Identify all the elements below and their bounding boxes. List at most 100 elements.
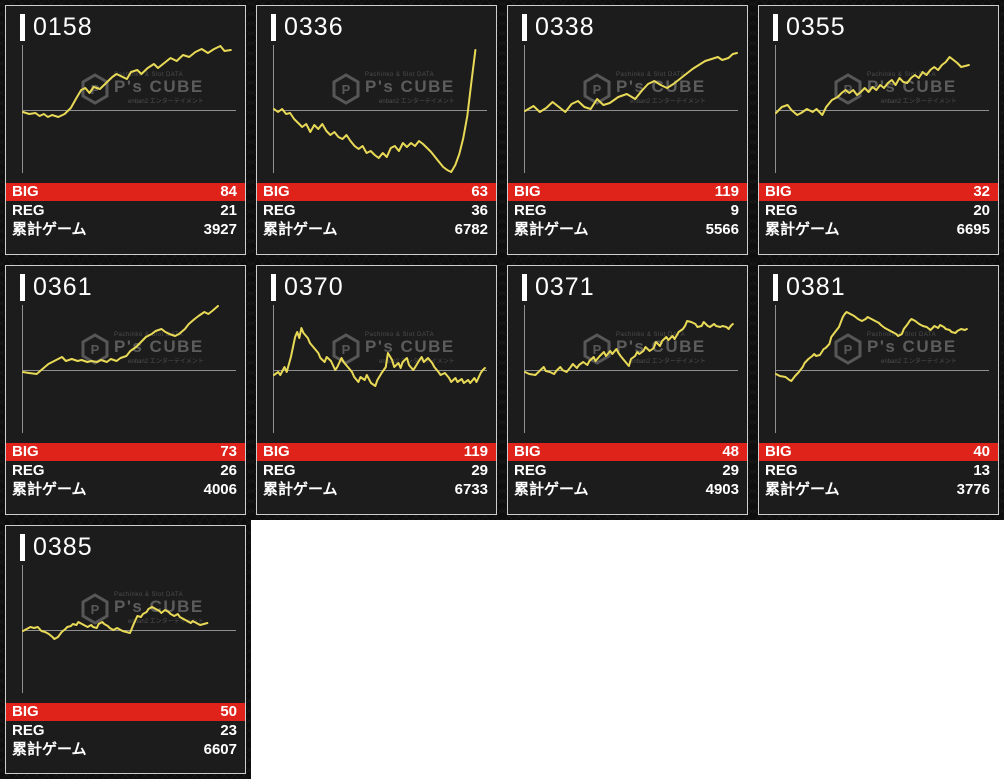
svg-text:P: P [593,82,602,97]
big-row: BIG 50 [6,703,245,721]
reg-label: REG [514,202,547,219]
big-label: BIG [12,443,39,460]
stats-rows: BIG 40 REG 13 累計ゲーム 3776 [759,443,998,500]
stats-rows: BIG 73 REG 26 累計ゲーム 4006 [6,443,245,500]
machine-number: 0355 [786,13,846,41]
svg-text:P: P [342,342,351,357]
slump-graph [273,45,487,173]
big-label: BIG [514,443,541,460]
big-value: 32 [973,183,990,200]
total-games-row: 累計ゲーム 3927 [6,221,245,239]
machine-number: 0371 [535,273,595,301]
watermark-title: P's CUBE [114,597,204,616]
slump-graph [524,305,738,433]
machine-card[interactable]: 0371 P Pachinko & Slot DATA P's CUBE enb… [502,260,753,520]
total-games-label: 累計ゲーム [12,481,87,498]
slump-line [524,52,738,113]
stats-rows: BIG 48 REG 29 累計ゲーム 4903 [508,443,747,500]
watermark-credit: enban2 エンターテイメント [630,359,706,365]
watermark-subtitle: Pachinko & Slot DATA [114,72,184,78]
card-frame [758,265,999,515]
total-games-value: 4903 [705,481,739,498]
machine-number: 0385 [33,533,93,561]
big-label: BIG [12,183,39,200]
watermark-title: P's CUBE [365,77,455,96]
big-value: 50 [220,703,237,720]
watermark-text-block: Pachinko & Slot DATA P's CUBE enban2 エンタ… [114,592,204,625]
card-frame [507,5,748,255]
machine-card[interactable]: 0381 P Pachinko & Slot DATA P's CUBE enb… [753,260,1004,520]
big-value: 40 [973,443,990,460]
card-frame [256,265,497,515]
total-games-row: 累計ゲーム 3776 [759,481,998,499]
slump-line [273,49,477,173]
reg-row: REG 26 [6,462,245,480]
big-row: BIG 119 [257,443,496,461]
watermark-text-block: Pachinko & Slot DATA P's CUBE enban2 エンタ… [616,72,706,105]
total-games-value: 6607 [203,741,237,758]
total-games-value: 6733 [454,481,488,498]
total-games-label: 累計ゲーム [765,221,840,238]
stats-rows: BIG 32 REG 20 累計ゲーム 6695 [759,183,998,240]
total-games-label: 累計ゲーム [263,221,338,238]
machine-card[interactable]: 0336 P Pachinko & Slot DATA P's CUBE enb… [251,0,502,260]
big-value: 63 [471,183,488,200]
machine-card[interactable]: 0158 P Pachinko & Slot DATA P's CUBE enb… [0,0,251,260]
svg-text:P: P [844,342,853,357]
watermark-title: P's CUBE [114,77,204,96]
reg-label: REG [12,462,45,479]
card-frame [256,5,497,255]
reg-value: 26 [220,462,237,479]
ps-cube-logo-icon: P [332,332,360,365]
machine-number: 0336 [284,13,344,41]
card-frame [5,265,246,515]
reg-row: REG 36 [257,202,496,220]
slump-line [22,45,232,118]
machine-card[interactable]: 0355 P Pachinko & Slot DATA P's CUBE enb… [753,0,1004,260]
reg-label: REG [12,722,45,739]
big-row: BIG 73 [6,443,245,461]
header-accent-bar [773,14,778,41]
reg-value: 9 [730,202,739,219]
watermark-title: P's CUBE [616,77,706,96]
big-row: BIG 63 [257,183,496,201]
card-header: 0381 [773,274,846,301]
slump-graph [524,45,738,173]
reg-row: REG 13 [759,462,998,480]
machine-card[interactable]: 0361 P Pachinko & Slot DATA P's CUBE enb… [0,260,251,520]
header-accent-bar [522,14,527,41]
machine-card[interactable]: 0370 P Pachinko & Slot DATA P's CUBE enb… [251,260,502,520]
header-accent-bar [20,534,25,561]
total-games-label: 累計ゲーム [765,481,840,498]
reg-label: REG [514,462,547,479]
total-games-value: 4006 [203,481,237,498]
total-games-label: 累計ゲーム [263,481,338,498]
card-header: 0336 [271,14,344,41]
slump-graph [273,305,487,433]
card-header: 0355 [773,14,846,41]
machine-card[interactable]: 0385 P Pachinko & Slot DATA P's CUBE enb… [0,520,251,779]
reg-value: 21 [220,202,237,219]
reg-value: 20 [973,202,990,219]
slump-line [775,311,968,382]
watermark-subtitle: Pachinko & Slot DATA [867,72,937,78]
card-frame [507,265,748,515]
slump-graph [22,565,236,693]
watermark-credit: enban2 エンターテイメント [128,359,204,365]
big-label: BIG [514,183,541,200]
header-accent-bar [271,274,276,301]
total-games-row: 累計ゲーム 6782 [257,221,496,239]
reg-value: 29 [471,462,488,479]
reg-label: REG [12,202,45,219]
header-accent-bar [271,14,276,41]
slump-line [775,56,970,116]
card-frame [758,5,999,255]
machine-card[interactable]: 0338 P Pachinko & Slot DATA P's CUBE enb… [502,0,753,260]
stats-rows: BIG 84 REG 21 累計ゲーム 3927 [6,183,245,240]
total-games-value: 5566 [705,221,739,238]
big-label: BIG [765,443,792,460]
watermark-title: P's CUBE [114,337,204,356]
big-row: BIG 48 [508,443,747,461]
total-games-row: 累計ゲーム 4006 [6,481,245,499]
big-value: 84 [220,183,237,200]
